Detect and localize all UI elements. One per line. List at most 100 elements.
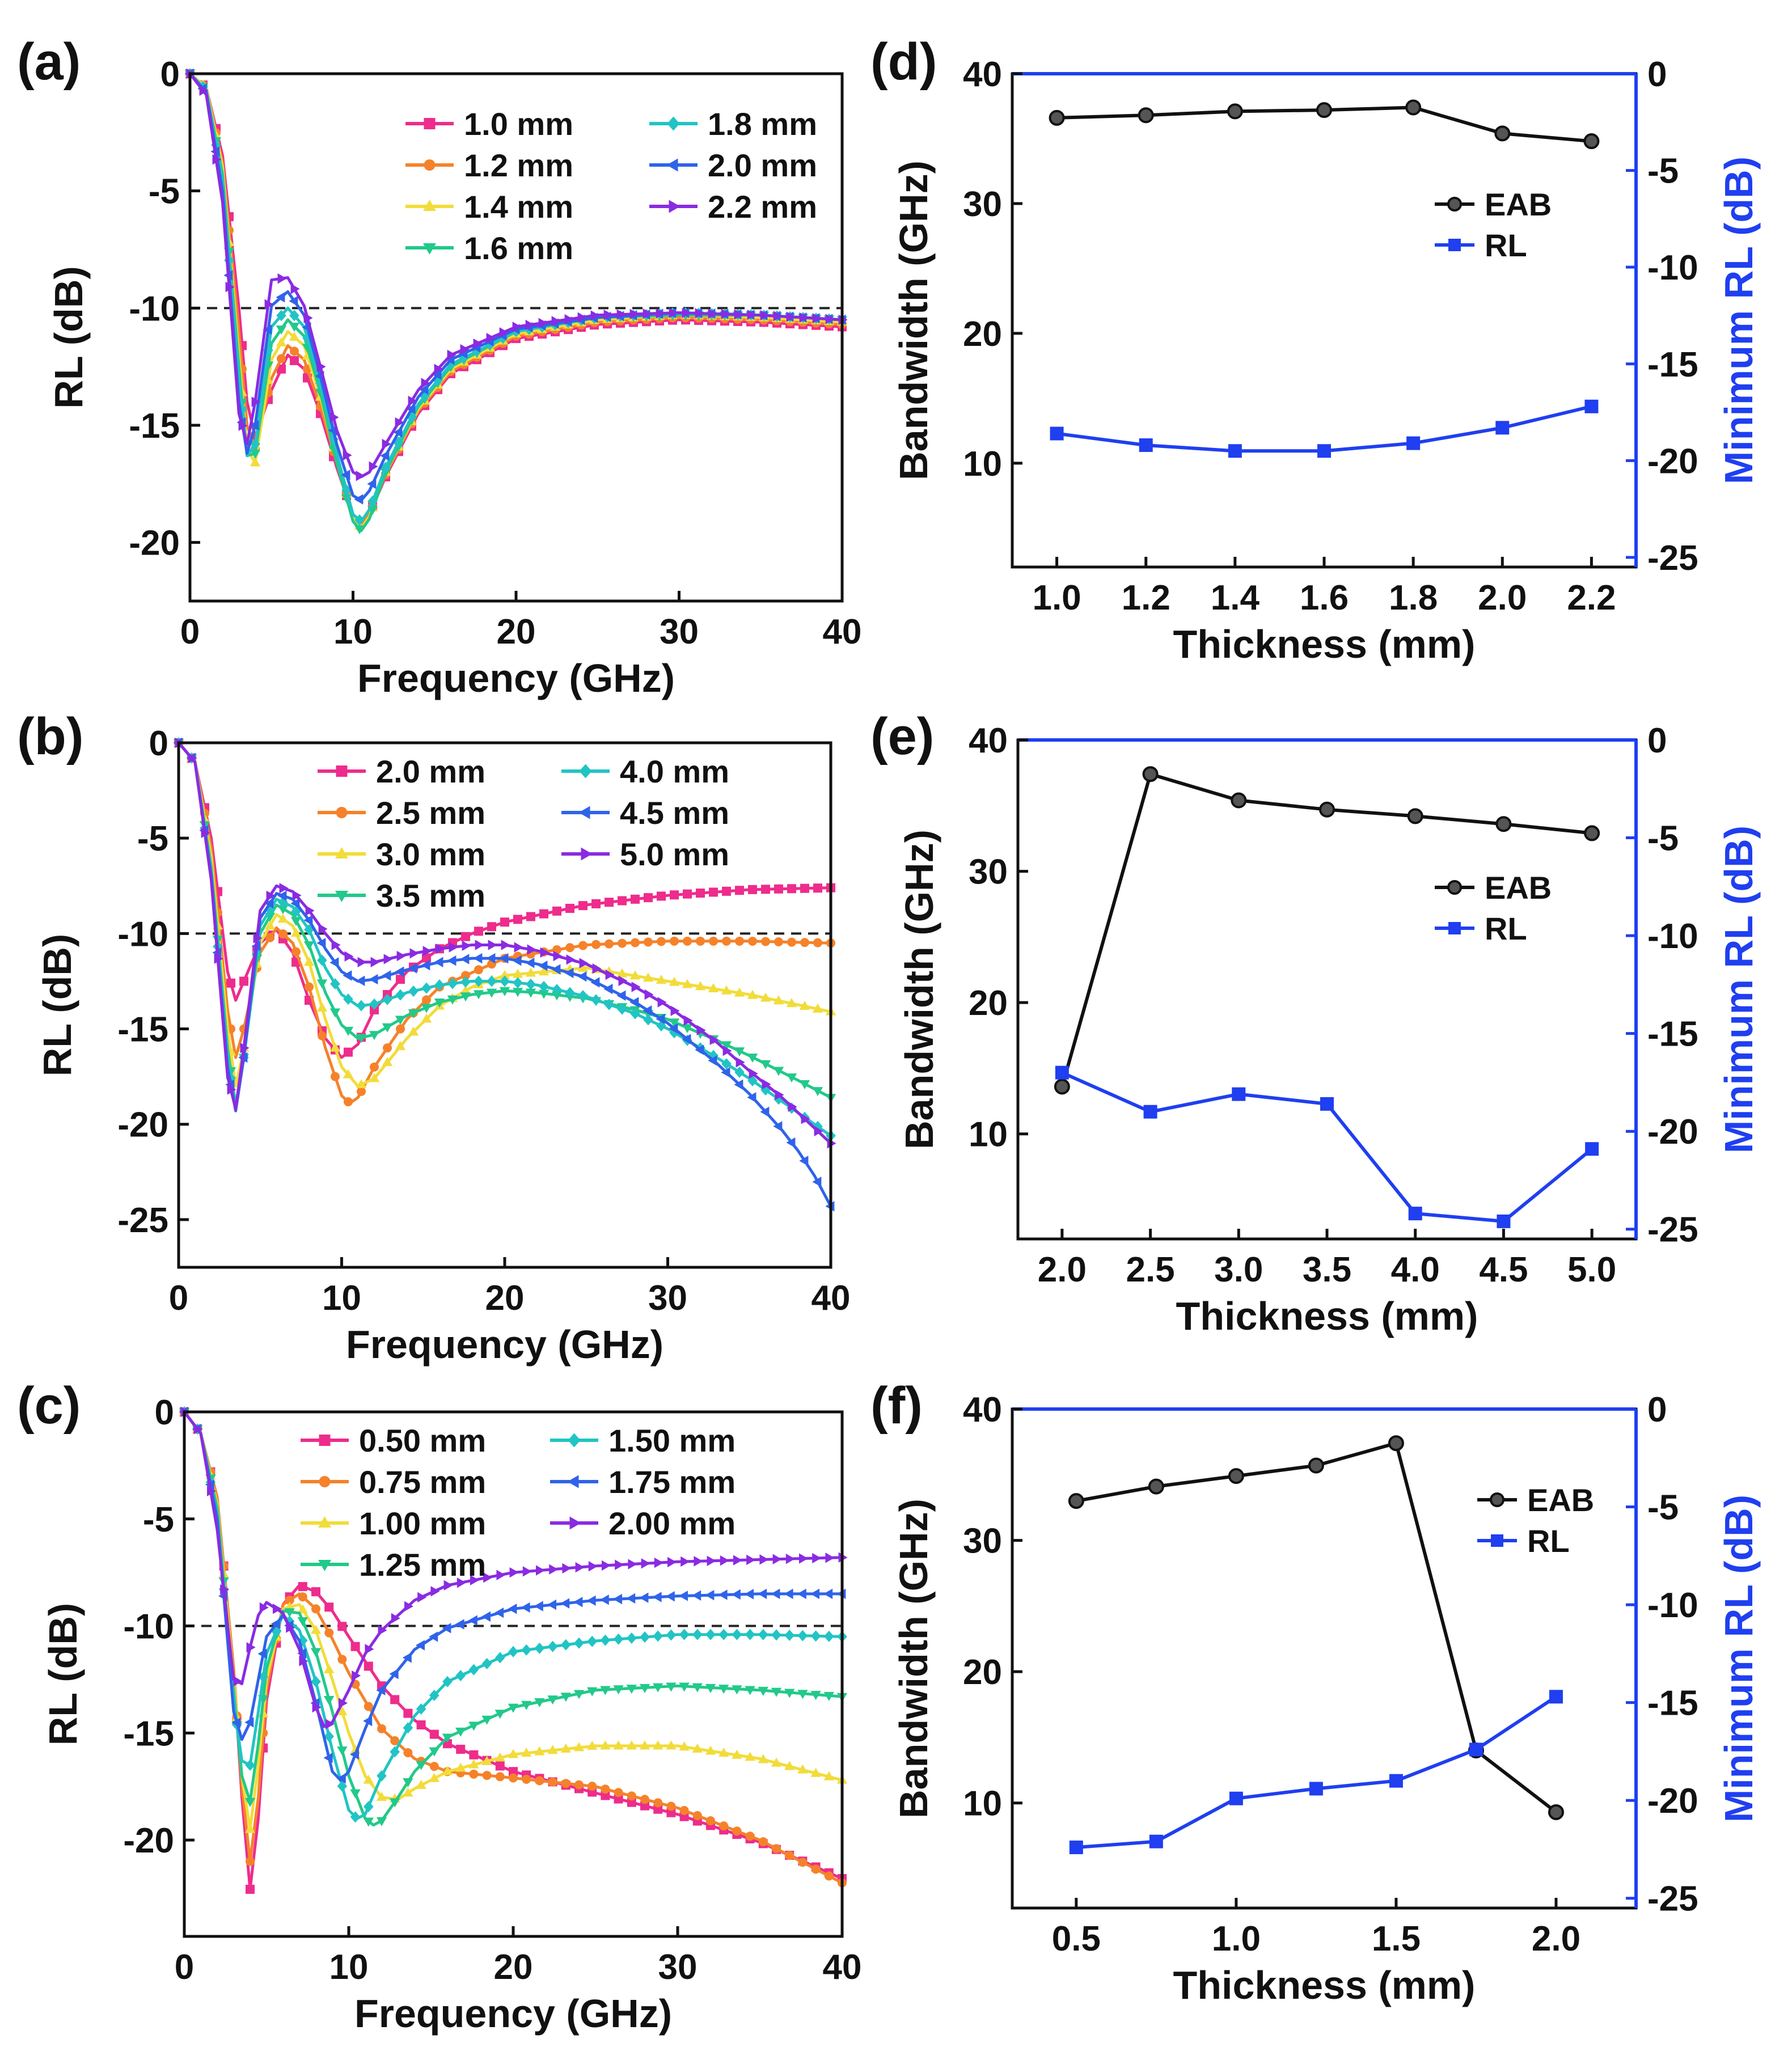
data-point [363,1774,374,1784]
data-point [812,1177,822,1187]
data-point [238,420,248,432]
data-point [601,1784,610,1794]
data-point [395,966,404,977]
data-point [481,1715,492,1725]
data-point [669,1018,680,1028]
y-right-axis-title: Minimum RL (dB) [1717,156,1761,484]
data-point [377,1770,387,1782]
legend-label: 3.5 mm [376,878,485,913]
data-point [495,1710,505,1719]
legend-swatch-marker [1448,239,1461,251]
data-point [499,953,509,964]
data-point [534,1698,545,1707]
data-point [640,1801,649,1811]
data-point [574,1780,584,1790]
data-point [604,999,614,1010]
data-point [786,1137,796,1148]
data-point [486,988,497,998]
data-point [419,384,429,395]
data-point [1584,825,1600,841]
data-point [312,1702,322,1713]
data-point [669,1023,678,1034]
data-point [630,1008,640,1020]
data-point [343,970,352,981]
data-point [722,886,731,896]
data-point [758,1628,768,1640]
data-point [250,450,261,459]
data-point [721,308,730,320]
data-point [1143,1105,1157,1119]
data-point [495,1652,505,1664]
data-point [747,989,758,999]
data-point [472,345,482,357]
data-point [1388,1435,1404,1452]
data-point [692,1628,703,1640]
data-point [337,1746,348,1756]
data-point [365,1644,374,1655]
legend-label: 1.00 mm [359,1505,486,1541]
legend-swatch-marker [1447,197,1462,212]
data-point [785,1851,794,1860]
legend-swatch-marker [318,1516,331,1528]
data-point [618,938,627,948]
y-tick-label: -5 [137,819,168,858]
data-point [758,1686,768,1696]
data-point [469,1750,479,1759]
data-point [1055,1065,1069,1080]
data-point [644,989,654,1000]
data-point [447,978,458,989]
data-point [679,1628,690,1640]
data-point [447,349,457,361]
data-point [273,1604,282,1614]
data-point [382,970,391,981]
data-point [538,961,548,971]
data-point [1138,107,1154,124]
data-point [669,307,678,319]
data-point [547,1599,556,1610]
plot-frame [177,741,832,1269]
x-tick-label: 30 [658,1948,698,1987]
data-point [758,1754,768,1763]
data-point [626,1685,637,1694]
data-point [395,1040,406,1050]
data-point [369,1031,380,1040]
data-point [324,1628,334,1638]
y-right-tick-label: -10 [1647,248,1698,287]
data-point [417,1592,427,1603]
data-point [732,1826,742,1836]
data-point [305,905,315,916]
y-tick-label: 0 [160,55,180,94]
data-point [653,1804,663,1814]
data-point [521,1644,531,1656]
data-point [367,495,378,507]
data-point [695,308,704,319]
data-point [378,1625,387,1636]
data-point [343,1026,354,1036]
y-axis-title: RL (dB) [35,934,79,1076]
data-point [1405,99,1422,116]
y-right-tick-label: -25 [1647,1211,1698,1250]
y-tick-label: 20 [963,1653,1002,1692]
data-point [461,932,470,941]
data-point [602,1560,611,1571]
data-point [409,948,419,959]
data-point [277,890,287,901]
y-tick-label: -10 [123,1608,174,1647]
data-point [318,1031,327,1040]
data-point [733,1555,742,1566]
data-point [264,920,276,930]
data-point [810,1767,821,1777]
data-point [239,976,248,986]
data-point [629,970,641,980]
series-d-0 [1049,99,1600,150]
data-point [459,352,469,363]
legend-swatch-marker [423,243,436,255]
data-point [758,1837,768,1847]
series-c-6 [180,1406,848,1729]
data-point [406,403,416,414]
data-point [538,966,550,976]
x-axis-title: Thickness (mm) [1176,1294,1478,1338]
data-point [666,1801,676,1811]
data-point [421,378,430,388]
